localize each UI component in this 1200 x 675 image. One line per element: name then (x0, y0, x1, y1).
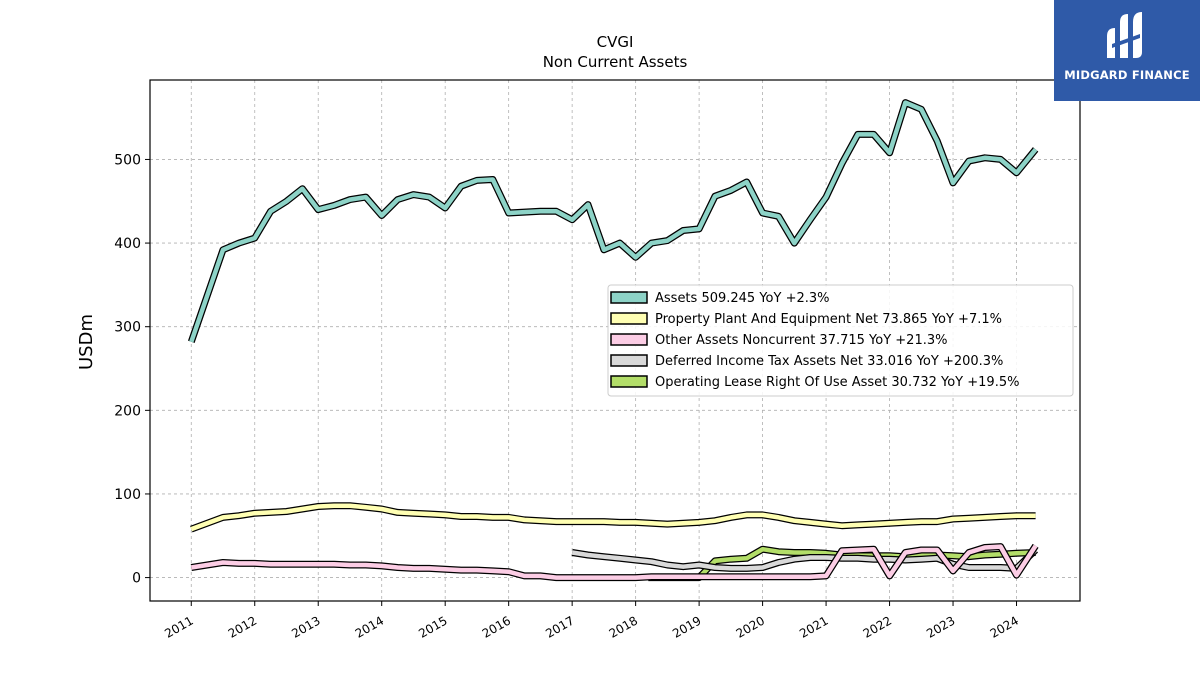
legend-entry: Operating Lease Right Of Use Asset 30.73… (655, 375, 1019, 390)
x-tick-label: 2022 (861, 613, 894, 640)
legend-swatch (610, 354, 648, 367)
series-line (190, 544, 1038, 580)
legend-swatch (610, 375, 648, 388)
x-tick-label: 2024 (988, 613, 1021, 640)
y-axis-label: USDm (76, 314, 97, 370)
y-tick-label: 0 (132, 571, 141, 587)
legend-entry: Deferred Income Tax Assets Net 33.016 Yo… (655, 354, 1003, 369)
y-tick-label: 200 (114, 403, 141, 419)
x-tick-label: 2013 (289, 613, 322, 640)
legend-box (607, 284, 1074, 397)
y-tick-label: 100 (114, 487, 141, 503)
series-other-assets-noncurrent (190, 543, 1039, 582)
midgard-finance-logo: MIDGARD FINANCE (1054, 0, 1200, 101)
x-tick-label: 2011 (162, 613, 195, 640)
legend-swatch (610, 291, 648, 304)
x-tick-label: 2021 (797, 613, 830, 640)
x-tick-label: 2023 (924, 613, 957, 640)
legend-swatch (610, 312, 648, 325)
logo-text: MIDGARD FINANCE (1064, 68, 1190, 82)
x-tick-label: 2014 (353, 613, 386, 640)
x-tick-label: 2017 (543, 613, 576, 640)
series-line (190, 503, 1036, 532)
x-tick-label: 2012 (226, 613, 259, 640)
y-tick-label: 500 (114, 152, 141, 168)
series-assets (187, 99, 1039, 343)
x-tick-label: 2015 (416, 613, 449, 640)
series-line (189, 100, 1038, 343)
legend-swatch (610, 333, 648, 346)
legend-entry: Assets 509.245 YoY +2.3% (655, 291, 830, 306)
x-tick-label: 2020 (734, 613, 767, 640)
series-property-plant-and-equipment-net (190, 502, 1036, 533)
x-tick-label: 2018 (607, 613, 640, 640)
logo-mark-icon (1107, 12, 1142, 58)
legend: Assets 509.245 YoY +2.3% Property Plant A… (607, 284, 1074, 397)
chart-title: CVGI (597, 33, 634, 51)
x-tick-label: 2019 (670, 613, 703, 640)
y-tick-label: 400 (114, 236, 141, 252)
series-layer (187, 99, 1039, 582)
chart-subtitle: Non Current Assets (543, 53, 688, 71)
plot-frame (149, 79, 1081, 602)
y-tick-label: 300 (114, 320, 141, 336)
legend-entry: Property Plant And Equipment Net 73.865 … (655, 312, 1002, 327)
x-tick-label: 2016 (480, 613, 513, 640)
legend-entry: Other Assets Noncurrent 37.715 YoY +21.3… (655, 333, 947, 348)
